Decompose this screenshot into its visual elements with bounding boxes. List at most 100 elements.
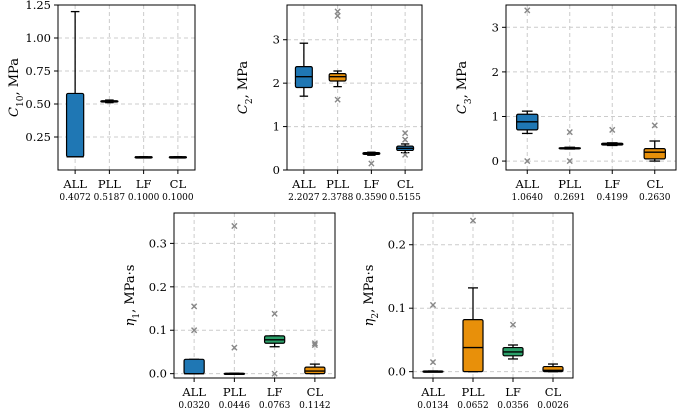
x-tick-sublabel: 0.3590: [356, 193, 388, 203]
box-all: [65, 10, 85, 158]
box-cl: [304, 340, 326, 375]
x-tick-label: LF: [136, 177, 152, 191]
outlier-marker: [311, 340, 318, 347]
box-all: [294, 42, 313, 97]
x-tick-sublabel: 2.3788: [322, 193, 354, 203]
box-lf: [601, 126, 624, 147]
outlier-marker: [368, 160, 375, 167]
outlier-marker: [231, 222, 238, 230]
x-tick-sublabel: 0.1142: [299, 401, 331, 411]
outlier-marker: [566, 129, 573, 136]
x-tick-label: PLL: [461, 385, 484, 399]
x-tick-label: CL: [307, 385, 324, 399]
outlier-marker: [509, 321, 517, 328]
x-tick-sublabel: 0.0763: [259, 401, 291, 411]
box-all: [516, 7, 539, 165]
y-axis-label: C3, MPa: [455, 61, 474, 114]
x-tick-sublabel: 0.4072: [59, 193, 91, 203]
x-tick-sublabel: 0.2691: [554, 193, 586, 203]
y-tick-label: 0.75: [25, 64, 51, 78]
box-pll: [558, 129, 581, 165]
x-tick-label: PLL: [558, 177, 581, 191]
outlier-marker: [429, 301, 437, 309]
x-tick-label: CL: [647, 177, 664, 191]
x-tick-sublabel: 0.0134: [417, 401, 449, 411]
x-tick-sublabel: 2.2027: [288, 193, 320, 203]
box-lf: [362, 151, 381, 167]
x-tick-sublabel: 0.0446: [219, 401, 251, 411]
x-tick-label: LF: [267, 385, 283, 399]
y-axis-label-subscript: 2: [371, 313, 381, 319]
y-axis-label-unit: , MPa·s: [362, 265, 377, 313]
y-tick-label: 1.25: [25, 0, 51, 12]
outlier-marker: [469, 217, 477, 224]
y-axis-label-symbol: C: [455, 104, 470, 114]
y-tick-label: 1: [492, 109, 499, 123]
y-axis-label: C2, MPa: [236, 61, 255, 114]
x-tick-label: CL: [397, 177, 414, 191]
y-axis-label-symbol: C: [236, 104, 251, 114]
y-axis-label-symbol: C: [7, 107, 22, 117]
y-tick-label: 2: [273, 76, 280, 90]
y-tick-label: 0.2: [149, 280, 167, 294]
x-tick-sublabel: 0.5187: [94, 193, 126, 203]
box-pll: [223, 222, 246, 376]
y-tick-label: 0.0: [149, 367, 167, 381]
x-tick-label: LF: [604, 177, 620, 191]
x-tick-sublabel: 0.0026: [537, 401, 569, 411]
x-tick-label: ALL: [420, 385, 445, 399]
box-cl: [643, 122, 666, 162]
x-tick-label: CL: [545, 385, 562, 399]
outlier-marker: [402, 136, 409, 143]
y-tick-label: 0.50: [25, 97, 51, 111]
outlier-marker: [231, 344, 238, 351]
x-tick-sublabel: 0.1000: [128, 193, 160, 203]
y-axis-label-unit: , MPa: [7, 58, 22, 96]
outlier-marker: [334, 96, 341, 103]
chart-panel-3: 0123ALL1.0640PLL0.2691LF0.4199CL0.2630C3…: [455, 4, 677, 203]
box-all: [183, 303, 205, 375]
outlier-marker: [271, 370, 278, 377]
box-cl: [396, 129, 415, 158]
outlier-marker: [402, 129, 409, 137]
outlier-marker: [271, 310, 278, 317]
box-lf: [263, 310, 286, 377]
axes-frame: [173, 212, 336, 379]
outlier-marker: [191, 303, 198, 310]
y-tick-label: 0.0: [388, 365, 406, 379]
x-tick-label: CL: [170, 177, 187, 191]
y-tick-label: 3: [492, 20, 499, 34]
outlier-marker: [334, 8, 341, 15]
outlier-marker: [402, 151, 409, 158]
y-axis-label: η2, MPa·s: [362, 265, 381, 327]
chart-panel-5: 0.0 0.1 0.2 ALL 0.0134 PLL 0.0652 LF 0.0356 CL 0.0…: [362, 212, 574, 411]
y-axis-label-subscript: 10: [16, 95, 26, 107]
x-tick-label: LF: [505, 385, 521, 399]
chart-panel-4: 0.0 0.1 0.2 0.3 ALL 0.0320 PLL 0.0446 LF 0.0763 CL…: [123, 212, 336, 411]
y-tick-label: 0.3: [149, 236, 167, 250]
outlier-marker: [651, 122, 658, 129]
y-axis-label-unit: , MPa: [455, 61, 470, 99]
box-cl: [168, 156, 188, 159]
axes-frame: [505, 4, 677, 171]
x-tick-sublabel: 1.0640: [512, 193, 544, 203]
outlier-marker: [429, 359, 437, 366]
y-tick-label: 1.00: [25, 31, 51, 45]
x-tick-label: PLL: [326, 177, 349, 191]
box-pll: [328, 8, 347, 103]
x-tick-label: LF: [364, 177, 380, 191]
y-tick-label: 0: [492, 154, 499, 168]
y-axis-label: C10, MPa: [7, 58, 26, 117]
y-tick-label: 1: [273, 120, 280, 134]
axes-frame: [412, 212, 574, 379]
box-iqr: [183, 358, 205, 375]
axes-frame: [286, 4, 423, 171]
y-tick-label: 0: [273, 163, 280, 177]
x-tick-label: PLL: [98, 177, 121, 191]
outlier-marker: [524, 157, 531, 165]
chart-panel-2: 0123ALL2.2027PLL2.3788LF0.3590CL0.5155C2…: [236, 4, 423, 203]
y-axis-label-subscript: 1: [132, 313, 142, 319]
outlier-marker: [311, 341, 318, 349]
x-tick-label: ALL: [181, 385, 206, 399]
x-tick-sublabel: 0.0356: [497, 401, 529, 411]
